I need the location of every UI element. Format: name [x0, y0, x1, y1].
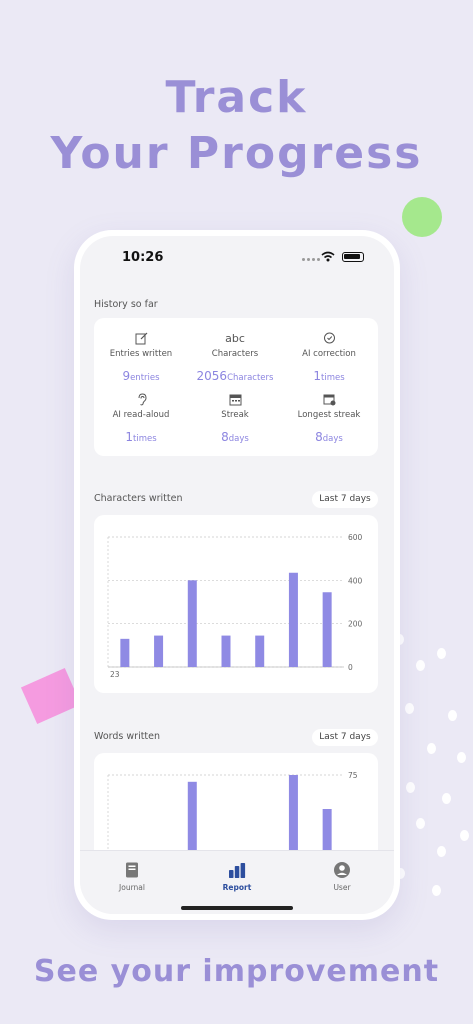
stat-unit: days — [322, 434, 343, 444]
status-time: 10:26 — [122, 250, 164, 265]
bar — [187, 781, 197, 893]
bar — [187, 580, 197, 667]
stat-value: 8days — [282, 426, 376, 445]
bar — [120, 638, 130, 667]
stat-longest-streak: Longest streak 8days — [282, 393, 376, 445]
stat-number: 2056 — [196, 369, 228, 383]
history-title: History so far — [94, 299, 158, 310]
bar — [288, 775, 298, 893]
stat-value: 8days — [188, 426, 282, 445]
stat-label: Characters — [211, 349, 259, 359]
phone-frame: 10:26 History so far Entries written 9ent… — [74, 230, 400, 920]
stats-grid: Entries written 9entries abc Characters 2056… — [94, 318, 378, 456]
wifi-icon — [321, 251, 335, 262]
stat-entries-written: Entries written 9entries — [94, 332, 188, 384]
bar — [255, 635, 265, 667]
status-bar: 10:26 — [80, 236, 394, 286]
app-screen: 10:26 History so far Entries written 9ent… — [80, 236, 394, 914]
stat-characters: abc Characters 2056Characters — [188, 332, 282, 384]
home-indicator — [181, 906, 293, 910]
bar — [322, 592, 332, 667]
stat-number: 8 — [315, 430, 323, 444]
tab-bar: Journal Report User — [80, 850, 394, 914]
stat-label: AI correction — [302, 349, 356, 359]
stat-label: Entries written — [109, 349, 173, 359]
tab-user[interactable]: User — [302, 861, 382, 892]
bar — [154, 635, 164, 667]
tab-journal[interactable]: Journal — [92, 861, 172, 892]
bar — [288, 572, 298, 667]
book-icon — [126, 862, 138, 878]
x-tick-label: 23 — [110, 670, 120, 679]
stat-value: 1times — [94, 426, 188, 445]
stat-unit: days — [228, 434, 249, 444]
y-tick-label: 75 — [348, 771, 358, 780]
calendar-icon — [188, 393, 282, 407]
bar-chart-icon — [229, 863, 246, 878]
tab-user-label: User — [333, 883, 351, 892]
stat-label: Longest streak — [297, 410, 361, 420]
characters-section-title: Characters written — [94, 493, 183, 504]
stat-streak: Streak 8days — [188, 393, 282, 445]
stat-value: 2056Characters — [188, 365, 282, 384]
bar — [221, 635, 231, 667]
headline-line-1: Track — [165, 72, 308, 123]
signal-icon — [302, 258, 320, 261]
stat-unit: Characters — [227, 373, 274, 383]
battery-icon — [342, 252, 364, 262]
stat-value: 9entries — [94, 365, 188, 384]
decorative-pink-square — [20, 667, 82, 725]
edit-icon — [94, 332, 188, 346]
y-tick-label: 400 — [348, 576, 363, 585]
stat-unit: times — [321, 373, 345, 383]
characters-bar-chart: 0 200 400 600 23 — [107, 533, 363, 679]
tab-report-label: Report — [222, 883, 252, 892]
words-section-title: Words written — [94, 731, 161, 742]
characters-chart-card: 0 200 400 600 23 — [94, 515, 378, 693]
headline-line-2: Your Progress — [50, 128, 423, 179]
stat-value: 1times — [282, 365, 376, 384]
stat-unit: times — [133, 434, 157, 444]
y-tick-label: 600 — [348, 533, 363, 542]
characters-range-button[interactable]: Last 7 days — [312, 491, 378, 508]
calendar-check-icon — [282, 393, 376, 407]
stat-label: AI read-aloud — [112, 410, 170, 420]
chat-bubble-icon — [282, 332, 376, 346]
stat-number: 1 — [313, 369, 321, 383]
stat-label: Streak — [221, 410, 249, 420]
stat-ai-read-aloud: AI read-aloud 1times — [94, 393, 188, 445]
ear-icon — [94, 393, 188, 407]
tab-report[interactable]: Report — [197, 861, 277, 892]
decorative-green-circle — [402, 197, 442, 237]
abc-icon: abc — [225, 332, 245, 345]
y-tick-label: 0 — [348, 663, 353, 672]
stat-number: 1 — [125, 430, 133, 444]
stat-unit: entries — [130, 373, 160, 383]
words-range-button[interactable]: Last 7 days — [312, 729, 378, 746]
footer-tagline: See your improvement — [33, 954, 440, 989]
stat-ai-correction: AI correction 1times — [282, 332, 376, 384]
tab-journal-label: Journal — [119, 883, 145, 892]
history-card: Entries written 9entries abc Characters 2056… — [94, 318, 378, 456]
y-tick-label: 200 — [348, 620, 363, 629]
stat-number: 9 — [122, 369, 131, 383]
user-icon — [334, 862, 350, 878]
stat-number: 8 — [221, 430, 229, 444]
